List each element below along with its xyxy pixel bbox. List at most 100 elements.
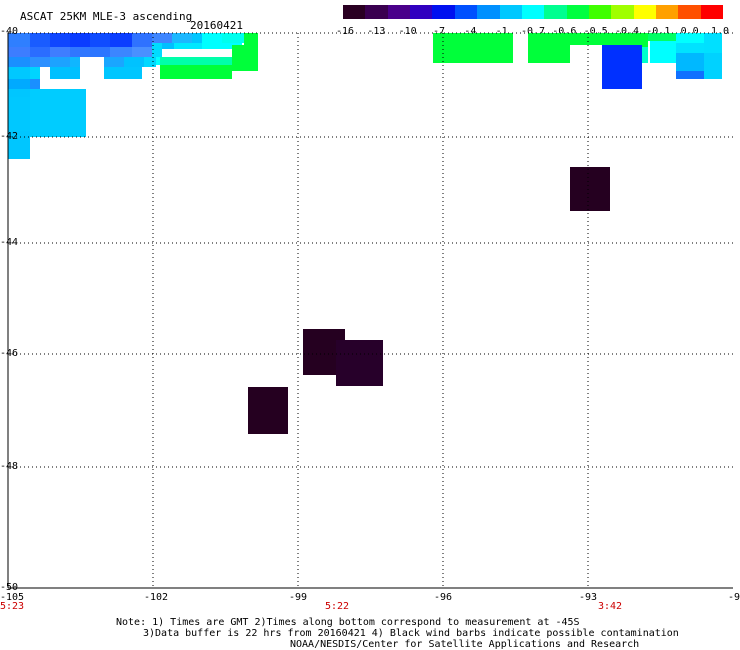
colorbar-label: -4	[464, 26, 477, 37]
data-cell	[50, 47, 70, 57]
data-cell	[244, 33, 258, 45]
data-cell	[160, 65, 232, 79]
data-cell	[104, 57, 124, 67]
data-cell	[50, 57, 70, 67]
data-cell	[50, 67, 80, 79]
colorbar-swatch	[521, 5, 545, 19]
data-cell	[30, 33, 50, 47]
colorbar-swatch	[387, 5, 411, 19]
data-cell	[70, 33, 90, 47]
data-cell	[336, 340, 383, 386]
colorbar-swatch	[656, 5, 679, 19]
data-cell	[30, 67, 40, 79]
data-cell	[584, 33, 618, 45]
colorbar-label: -16	[335, 26, 355, 37]
colorbar-swatch	[566, 5, 589, 19]
colorbar-swatch	[432, 5, 455, 19]
map-title: ASCAT 25KM MLE-3 ascending	[20, 10, 193, 23]
data-cell	[676, 43, 704, 53]
colorbar-swatch	[700, 5, 724, 19]
data-cell	[676, 53, 712, 71]
colorbar-label: -0.1	[646, 26, 671, 37]
colorbar-label: -0.7	[520, 26, 546, 37]
data-cell	[110, 33, 132, 47]
colorbar-label: -1	[495, 26, 508, 37]
data-cell	[8, 33, 30, 47]
data-cell	[528, 33, 570, 63]
data-cell	[8, 57, 30, 67]
data-cell	[602, 45, 642, 89]
data-cell	[152, 33, 172, 43]
y-tick-label: -40	[0, 26, 19, 37]
colorbar-label: -7	[432, 26, 446, 37]
data-cell	[124, 57, 144, 67]
time-label: 5:23	[0, 601, 25, 612]
data-cell	[8, 89, 30, 97]
data-cell	[174, 43, 202, 49]
data-cell	[30, 57, 50, 67]
data-cell	[132, 33, 152, 47]
data-cell	[144, 57, 156, 67]
data-cell	[90, 47, 110, 57]
data-cell	[30, 89, 86, 137]
colorbar-swatch	[678, 5, 701, 19]
data-cell	[704, 33, 722, 53]
x-tick-label: -102	[144, 592, 169, 603]
colorbar-swatch	[454, 5, 478, 19]
data-cell	[202, 43, 242, 49]
data-cell	[570, 167, 610, 211]
colorbar-label: -10	[398, 26, 417, 37]
x-tick-label: -96	[434, 592, 453, 603]
data-cell	[162, 43, 174, 49]
colorbar-label: -0.6	[552, 26, 577, 37]
colorbar-label: -0.5	[583, 26, 608, 37]
data-cell	[618, 33, 648, 47]
note-line-1: Note: 1) Times are GMT 2)Times along bot…	[116, 617, 580, 628]
x-tick-label: -93	[579, 592, 598, 603]
colorbar-label: -13	[367, 26, 386, 37]
data-cell	[90, 33, 110, 47]
time-label: 3:42	[598, 601, 623, 612]
colorbar-label: 0.0	[680, 26, 699, 37]
y-tick-label: -44	[0, 237, 19, 248]
data-cell	[248, 387, 288, 434]
data-cell	[433, 33, 513, 63]
data-cell	[650, 41, 676, 63]
data-cell	[232, 45, 258, 71]
time-label: 5:22	[325, 601, 350, 612]
map-date: 20160421	[190, 19, 243, 32]
data-cell	[704, 53, 722, 79]
colorbar-swatch	[499, 5, 522, 19]
colorbar-swatch	[343, 5, 366, 19]
data-cell	[30, 79, 40, 89]
colorbar-swatch	[588, 5, 612, 19]
y-tick-label: -46	[0, 348, 19, 359]
x-tick-label: -90	[728, 592, 740, 603]
data-cell	[192, 33, 202, 43]
data-cell	[50, 33, 70, 47]
data-cell	[676, 33, 704, 43]
data-cell	[132, 47, 152, 57]
colorbar-swatch	[477, 5, 500, 19]
data-cell	[8, 47, 30, 57]
data-cell	[8, 131, 30, 159]
data-cell	[172, 33, 192, 43]
data-cell	[8, 67, 30, 79]
colorbar-swatch	[365, 5, 388, 19]
y-tick-label: -42	[0, 131, 19, 142]
data-cell	[30, 47, 50, 57]
data-cell	[160, 57, 232, 65]
colorbar-label: 1.0	[710, 26, 730, 37]
data-cell	[222, 33, 244, 43]
data-cell	[152, 43, 162, 57]
y-tick-label: -48	[0, 461, 19, 472]
x-tick-label: -105	[0, 592, 25, 603]
note-line-3: NOAA/NESDIS/Center for Satellite Applica…	[290, 639, 640, 650]
y-tick-label: -50	[0, 582, 19, 593]
note-line-2: 3)Data buffer is 22 hrs from 20160421 4)…	[143, 628, 679, 639]
colorbar-label: -0.4	[614, 26, 640, 37]
data-cell	[110, 47, 132, 57]
x-tick-label: -99	[289, 592, 308, 603]
data-cell	[8, 97, 30, 131]
